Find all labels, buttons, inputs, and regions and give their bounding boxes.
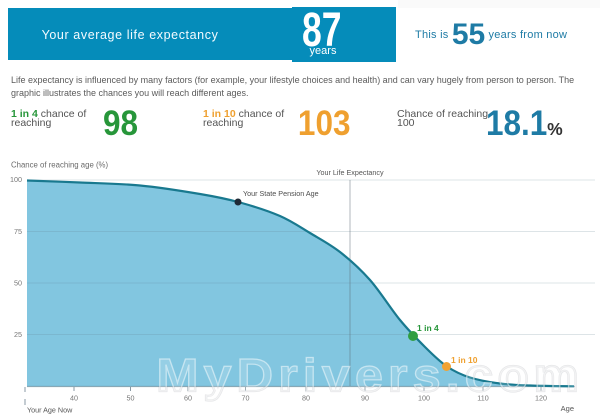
svg-text:70: 70 (242, 394, 250, 403)
svg-text:Chance of reaching age (%): Chance of reaching age (%) (11, 161, 108, 170)
svg-text:50: 50 (127, 394, 135, 403)
svg-text:100: 100 (10, 175, 22, 184)
svg-text:60: 60 (184, 394, 192, 403)
svg-text:25: 25 (14, 330, 22, 339)
svg-text:Your Age Now: Your Age Now (27, 406, 73, 415)
svg-text:Age: Age (561, 404, 574, 413)
svg-text:40: 40 (70, 394, 78, 403)
svg-text:120: 120 (535, 394, 547, 403)
svg-text:50: 50 (14, 279, 22, 288)
svg-text:1 in 4: 1 in 4 (417, 323, 439, 333)
svg-text:100: 100 (418, 394, 430, 403)
svg-text:110: 110 (477, 394, 488, 403)
svg-text:75: 75 (14, 227, 22, 236)
svg-text:90: 90 (361, 394, 369, 403)
svg-text:80: 80 (302, 394, 310, 403)
svg-text:Your State Pension Age: Your State Pension Age (243, 189, 319, 198)
svg-text:1 in 10: 1 in 10 (451, 355, 478, 365)
svg-text:Your Life Expectancy: Your Life Expectancy (316, 168, 384, 177)
